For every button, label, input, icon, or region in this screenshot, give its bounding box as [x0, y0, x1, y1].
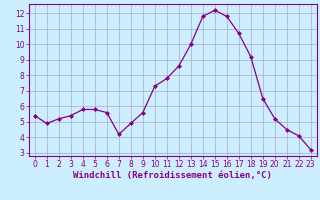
- X-axis label: Windchill (Refroidissement éolien,°C): Windchill (Refroidissement éolien,°C): [73, 171, 272, 180]
